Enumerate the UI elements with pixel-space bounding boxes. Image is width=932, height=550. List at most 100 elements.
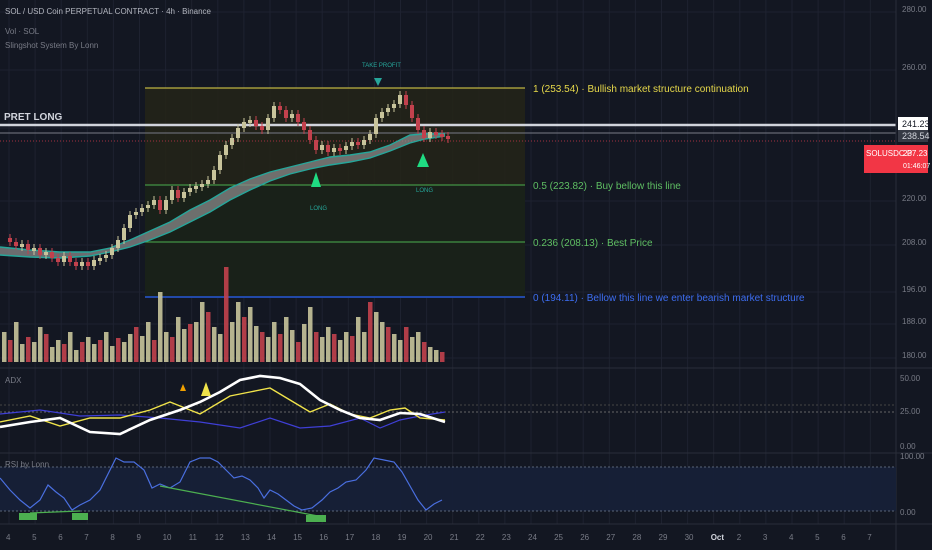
long-label-2: LONG	[416, 188, 433, 194]
time-label: 30	[685, 533, 694, 542]
candle-body	[26, 244, 30, 250]
candle-body	[158, 200, 162, 210]
volume-bar	[236, 302, 241, 362]
time-label: 17	[345, 533, 354, 542]
time-label: 2	[737, 533, 742, 542]
rsi-bull-marker-3	[306, 515, 326, 522]
volume-bar	[326, 327, 331, 362]
volume-bar	[182, 329, 187, 362]
volume-bar	[26, 337, 31, 362]
adx-di-minus-line	[0, 409, 446, 429]
time-label: 9	[137, 533, 142, 542]
time-label: 10	[163, 533, 172, 542]
time-label: 24	[528, 533, 537, 542]
adx-pane-title[interactable]: ADX	[5, 376, 22, 385]
candle-body	[182, 192, 186, 198]
candle-body	[392, 104, 396, 108]
price-label-220: 220.00	[902, 194, 927, 203]
candle-body	[56, 258, 60, 262]
candle-body	[254, 120, 258, 126]
volume-bar	[428, 347, 433, 362]
time-label: 6	[841, 533, 846, 542]
take-profit-marker-icon	[374, 78, 382, 86]
candle-body	[278, 106, 282, 110]
volume-bar	[152, 340, 157, 362]
volume-bar	[362, 332, 367, 362]
time-label: 29	[659, 533, 668, 542]
adx-signal-icon-1	[180, 384, 186, 391]
time-axis[interactable]: 4 5 6 7 8 9 10 11 12 13 14 15 16 17 18 19 20 21 22 23 24 25 26…	[6, 533, 872, 542]
rsi-bull-marker-2	[72, 513, 88, 520]
volume-bar	[44, 334, 49, 362]
rsi-divergence-line-2	[159, 485, 319, 517]
current-price-value: 237.23	[903, 149, 928, 158]
volume-bar	[344, 332, 349, 362]
candle-body	[242, 122, 246, 128]
volume-indicator-label[interactable]: Vol · SOL	[5, 27, 40, 36]
fib-label-0236: 0.236 (208.13) · Best Price	[533, 238, 653, 249]
candle-body	[146, 205, 150, 208]
candle-body	[386, 108, 390, 112]
candle-countdown: 01:46:07	[903, 163, 930, 170]
candle-body	[122, 228, 126, 240]
symbol-tag-label: SOLUSDC.P	[866, 149, 912, 158]
candle-body	[356, 142, 360, 145]
time-label: 19	[398, 533, 407, 542]
volume-bar	[272, 322, 277, 362]
candle-body	[170, 190, 174, 200]
volume-bar	[380, 322, 385, 362]
time-label: 28	[632, 533, 641, 542]
candle-body	[98, 258, 102, 261]
candle-body	[374, 118, 378, 134]
ema-fast-line	[0, 133, 445, 253]
time-label: 26	[580, 533, 589, 542]
slingshot-indicator-label[interactable]: Slingshot System By Lonn	[5, 41, 98, 50]
rsi-level-100: 100.00	[900, 452, 925, 461]
candle-body	[188, 188, 192, 192]
volume-bar	[20, 344, 25, 362]
volume-bar	[188, 324, 193, 362]
current-price-tag	[864, 145, 928, 173]
volume-bar	[290, 330, 295, 362]
volume-bar	[386, 327, 391, 362]
volume-bar	[278, 334, 283, 362]
adx-di-plus-line	[0, 387, 446, 427]
adx-level-50: 50.00	[900, 374, 921, 383]
gray-level-value: 238.54	[902, 131, 930, 141]
candle-body	[404, 95, 408, 105]
candle-body	[380, 112, 384, 118]
rsi-level-0: 0.00	[900, 508, 916, 517]
price-axis[interactable]: 280.00 260.00 241.23 238.54 SOLUSDC.P 23…	[864, 5, 930, 360]
volume-bar	[176, 317, 181, 362]
fib-label-0: 0 (194.11) · Bellow this line we enter b…	[533, 293, 805, 304]
volume-bar	[320, 337, 325, 362]
rsi-band	[0, 467, 896, 511]
volume-bar	[410, 337, 415, 362]
volume-bar	[224, 267, 229, 362]
adx-signal-icon-2	[201, 382, 211, 396]
price-label-188: 188.00	[902, 317, 927, 326]
price-label-280: 280.00	[902, 5, 927, 14]
candle-body	[20, 244, 24, 247]
volume-bar	[296, 342, 301, 362]
candle-body	[248, 120, 252, 123]
candle-body	[62, 256, 66, 262]
symbol-title[interactable]: SOL / USD Coin PERPETUAL CONTRACT · 4h ·…	[5, 7, 212, 16]
volume-bar	[32, 342, 37, 362]
volume-bar	[50, 347, 55, 362]
candle-body	[116, 240, 120, 248]
time-label: 22	[476, 533, 485, 542]
candle-body	[212, 170, 216, 180]
volume-bar	[200, 302, 205, 362]
candle-body	[428, 132, 432, 138]
rsi-pane-title[interactable]: RSI by Lonn	[5, 460, 49, 469]
candle-body	[68, 256, 72, 262]
rsi-line	[0, 457, 443, 511]
volume-bar	[356, 317, 361, 362]
take-profit-label: TAKE PROFIT	[362, 63, 401, 69]
long-signal-1-icon	[311, 172, 321, 187]
volume-bar	[332, 334, 337, 362]
candle-body	[362, 140, 366, 145]
time-label: 7	[84, 533, 89, 542]
